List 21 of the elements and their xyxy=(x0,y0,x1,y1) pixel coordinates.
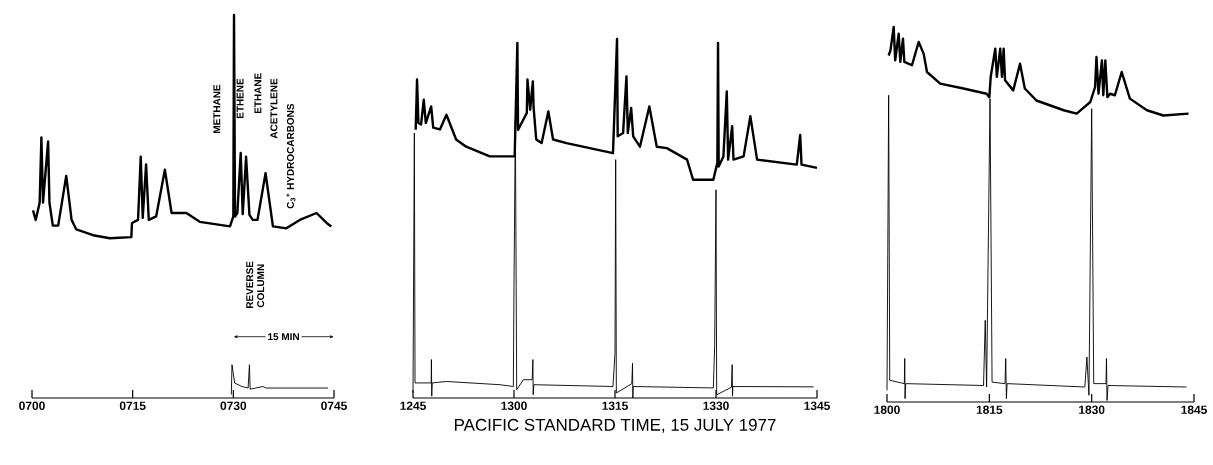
x-tick-label: 0745 xyxy=(321,401,347,410)
x-tick-label: 1330 xyxy=(703,401,729,411)
x-tick-label: 1300 xyxy=(501,401,527,411)
annotation: C$_{3}$$^{+}$ HYDROCARBONS xyxy=(286,103,296,209)
x-tick-label: 1245 xyxy=(400,401,426,410)
x-tick-label: 1815 xyxy=(976,405,1003,414)
annotation: ACETYLENE xyxy=(270,78,278,139)
x-tick-label: 0715 xyxy=(119,401,146,410)
x-tick-label: 1845 xyxy=(1181,405,1207,414)
x-tick-label: 1345 xyxy=(804,401,830,411)
annotation: ETHENE xyxy=(236,78,244,119)
x-tick-label: 1315 xyxy=(602,401,628,411)
x-tick-label: 1830 xyxy=(1079,405,1105,415)
annotation: METHANE xyxy=(213,84,221,134)
x-axis-title: PACIFIC STANDARD TIME, 15 JULY 1977 xyxy=(454,418,776,433)
x-tick-label: 0730 xyxy=(220,401,247,411)
x-tick-label: 1800 xyxy=(874,405,900,414)
annotation: REVERSE COLUMN xyxy=(246,261,265,309)
x-tick-label: 0700 xyxy=(19,401,45,410)
annotation: 15 MIN xyxy=(268,333,299,341)
annotation: ETHANE xyxy=(254,73,262,114)
